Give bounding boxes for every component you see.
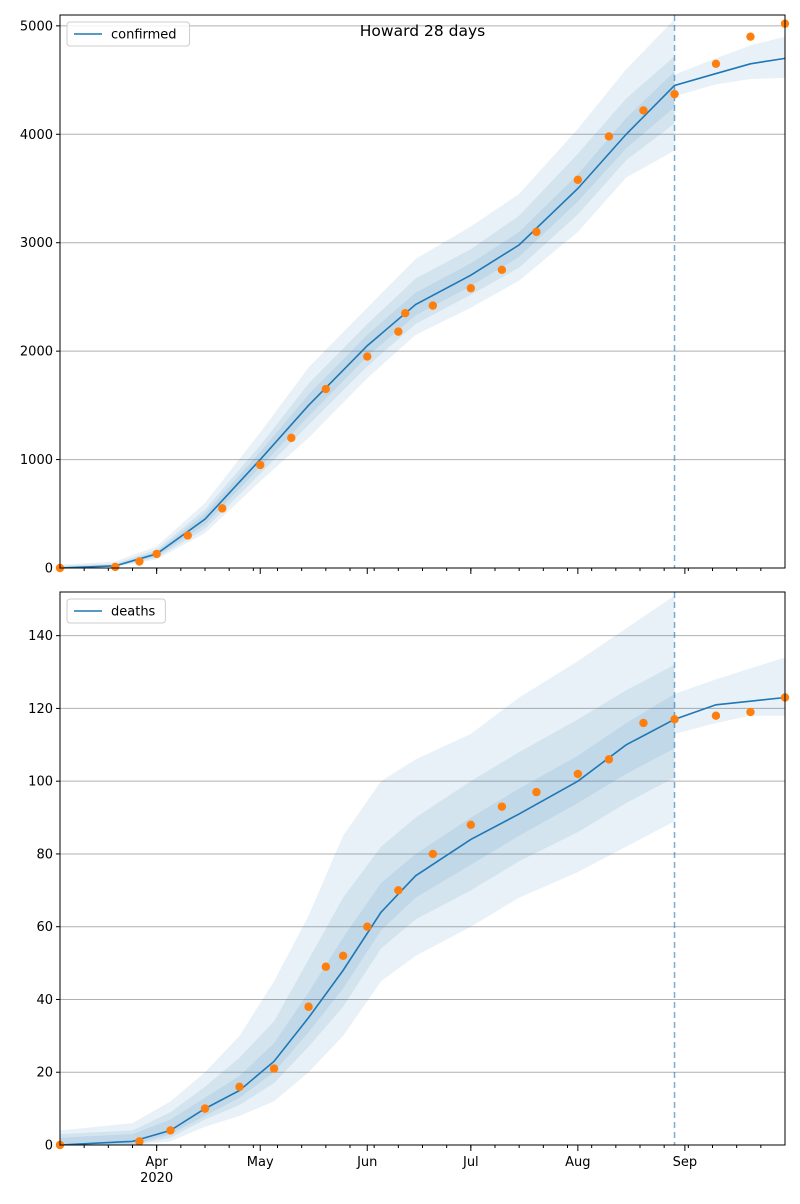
chart-panel-1: 0 1000 2000 3000 4000 5000 Howard 28 days confi… [20,14,790,577]
observed-point [200,1104,210,1113]
observed-point [670,89,679,99]
observed-point [135,557,144,566]
observed-point [304,1002,313,1011]
observed-point [183,531,192,540]
observed-point [111,562,120,572]
observed-point [604,132,614,141]
observed-point [401,308,410,318]
observed-point [573,175,583,185]
observed-point [573,769,583,779]
observed-point [394,327,403,336]
x-tick-label: Jul [462,1155,479,1170]
observed-point [746,32,755,41]
x-tick-label: May [247,1155,274,1170]
y-tick-label: 3000 [20,236,53,251]
y-tick-label: 100 [28,775,53,790]
y-tick-label: 20 [36,1066,53,1081]
observed-point [428,301,438,310]
x-tick-label: Aug [565,1155,590,1170]
legend: deaths [66,598,166,624]
legend-box [66,598,166,624]
observed-point [235,1082,244,1091]
x-year-label: 2020 [140,1171,173,1186]
observed-point [321,962,331,971]
uncertainty-band-1 [60,19,675,568]
observed-point [532,227,541,237]
uncertainty-band-2 [60,664,675,1145]
y-tick-label: 0 [45,1139,53,1154]
y-tick-label: 60 [36,920,53,935]
y-tick-label: 40 [36,993,53,1008]
observed-point [497,265,507,275]
uncertainty-band-4 [674,36,785,97]
y-tick-label: 80 [36,847,53,862]
observed-point [269,1064,279,1073]
observed-point [532,787,541,797]
observed-point [639,718,648,728]
uncertainty-band-3 [60,693,675,1145]
legend: confirmed [66,21,191,47]
observed-point [338,951,348,961]
observed-point [363,922,372,931]
observed-point [746,707,755,717]
y-tick-label: 4000 [20,128,53,143]
uncertainty-band-1 [60,595,675,1145]
observed-point [497,802,507,811]
y-tick-label: 120 [28,702,53,717]
observed-point [256,460,265,470]
observed-point [670,715,679,724]
observed-point [135,1137,144,1146]
observed-point [287,433,296,443]
legend-box [66,21,191,47]
observed-point [711,711,721,720]
legend-label: deaths [111,605,156,620]
y-tick-label: 1000 [20,453,53,468]
observed-point [639,106,648,115]
observed-point [466,820,476,830]
observed-point [466,284,476,293]
observed-point [363,352,372,361]
x-tick-label: Jun [356,1155,377,1170]
x-tick-label: Sep [673,1155,698,1170]
y-tick-label: 140 [28,629,53,644]
observed-point [218,504,227,513]
observed-point [428,849,438,859]
uncertainty-band-4 [674,657,785,734]
x-tick-label: Apr [145,1155,168,1170]
y-tick-label: 0 [45,562,53,577]
observed-point [604,755,614,764]
y-tick-label: 2000 [20,345,53,360]
observed-point [711,59,721,68]
observed-point [166,1126,175,1135]
observed-point [321,384,331,394]
observed-point [152,549,161,559]
series-line-confirmed [59,57,786,569]
legend-label: confirmed [111,28,177,43]
y-tick-label: 5000 [20,19,53,34]
observed-point [394,886,403,895]
chart-title: Howard 28 days [360,22,485,40]
